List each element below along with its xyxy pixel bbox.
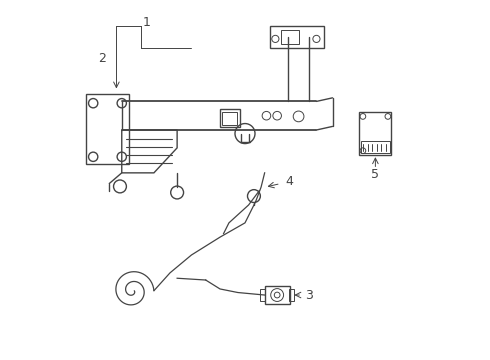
Bar	[289, 289, 294, 301]
Bar	[281, 30, 298, 44]
Bar	[359, 112, 392, 155]
Bar	[265, 286, 290, 304]
Bar	[270, 26, 323, 48]
Text: 3: 3	[305, 288, 313, 302]
Text: 4: 4	[286, 175, 294, 188]
Bar	[361, 141, 390, 153]
Bar	[220, 109, 240, 127]
Text: 1: 1	[143, 16, 151, 29]
Bar	[260, 289, 266, 301]
Text: 2: 2	[98, 52, 106, 65]
Text: 5: 5	[371, 168, 379, 181]
Bar	[222, 112, 237, 125]
